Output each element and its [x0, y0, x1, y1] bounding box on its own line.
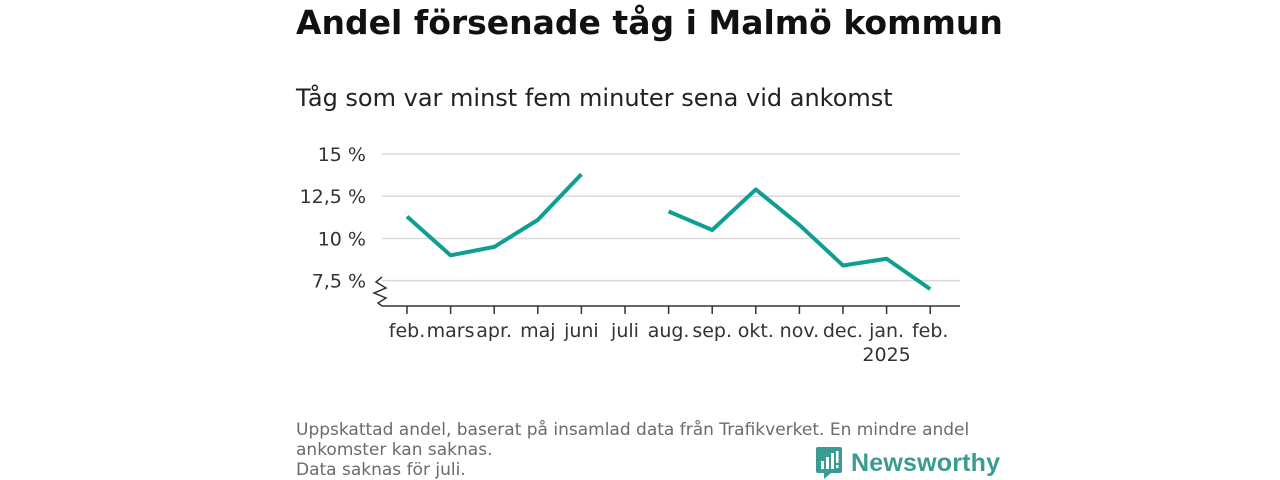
x-tick-label: juli — [610, 320, 639, 342]
y-tick-label: 7,5 % — [312, 271, 366, 293]
x-tick-label: juni — [563, 320, 599, 342]
x-tick-sublabel: 2025 — [862, 344, 910, 366]
chart-subtitle: Tåg som var minst fem minuter sena vid a… — [296, 84, 893, 112]
series-line-segment — [405, 172, 583, 258]
x-tick-label: feb. — [912, 320, 948, 342]
x-tick-label: feb. — [389, 320, 425, 342]
footnote-line: Uppskattad andel, baserat på insamlad da… — [296, 420, 970, 440]
footnote-line: Data saknas för juli. — [296, 460, 466, 480]
x-tick-label: maj — [520, 320, 555, 342]
x-tick-label: aug. — [648, 320, 690, 342]
footnote: Uppskattad andel, baserat på insamlad da… — [296, 420, 996, 480]
newsworthy-logo-icon — [816, 447, 842, 479]
x-tick-label: mars — [427, 320, 475, 342]
x-tick-label: nov. — [780, 320, 819, 342]
brand-logo: Newsworthy — [815, 446, 1000, 480]
chart-title: Andel försenade tåg i Malmö kommun — [296, 3, 1003, 42]
x-tick-label: jan. — [868, 320, 904, 342]
y-tick-label: 12,5 % — [300, 186, 366, 208]
footnote-line: ankomster kan saknas. — [296, 440, 493, 460]
axis-break-icon — [372, 276, 388, 307]
x-tick-label: okt. — [738, 320, 774, 342]
y-tick-label: 10 % — [318, 228, 366, 250]
x-tick-label: apr. — [476, 320, 512, 342]
brand-name: Newsworthy — [851, 448, 1001, 477]
x-tick-label: sep. — [692, 320, 732, 342]
series-line-segment — [667, 187, 932, 291]
y-tick-label: 15 % — [318, 144, 366, 166]
x-tick-label: dec. — [823, 320, 863, 342]
